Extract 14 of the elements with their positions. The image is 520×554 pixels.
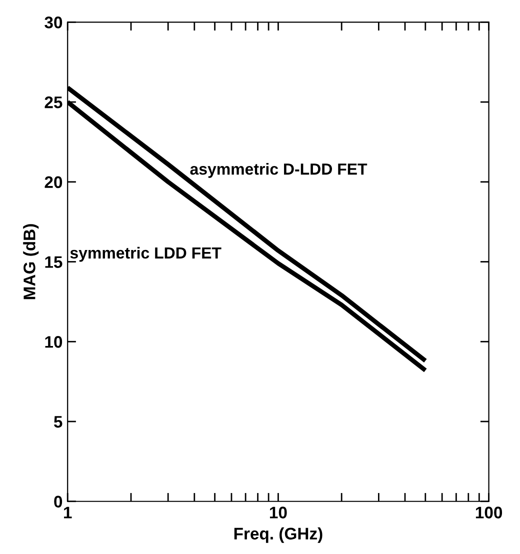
- y-tick-label: 30: [44, 16, 62, 28]
- series-label: asymmetric D-LDD FET: [190, 163, 368, 178]
- x-tick-label: 1: [64, 506, 72, 518]
- y-tick-label: 20: [44, 176, 62, 188]
- x-axis-title: Freq. (GHz): [234, 527, 322, 543]
- y-tick-label: 25: [44, 96, 62, 108]
- y-tick-label: 0: [54, 496, 62, 508]
- x-tick-label: 10: [270, 506, 287, 518]
- y-tick-label: 15: [45, 256, 62, 268]
- x-tick-label: 100: [476, 506, 502, 518]
- series-label: symmetric LDD FET: [70, 246, 222, 262]
- y-axis-title: MAG (dB): [23, 224, 39, 300]
- y-tick-label: 5: [54, 416, 62, 428]
- y-tick-label: 10: [45, 336, 62, 348]
